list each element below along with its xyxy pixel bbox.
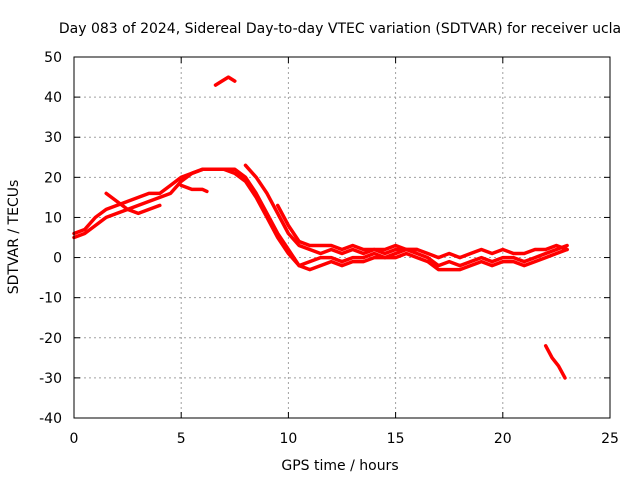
- y-tick-label: -40: [39, 411, 62, 427]
- series-trace-1: [72, 167, 569, 268]
- x-tick-label: 25: [601, 431, 619, 447]
- series-trace-8: [543, 344, 567, 380]
- y-tick-label: 40: [44, 90, 62, 106]
- y-tick-label: 20: [44, 170, 62, 186]
- axis-ticks: [73, 56, 611, 419]
- data-series: [72, 75, 569, 380]
- y-tick-label: -20: [39, 331, 62, 347]
- x-tick-label: 10: [279, 431, 297, 447]
- y-tick-label: 50: [44, 50, 62, 66]
- tick-labels: 0 5 10 15 20 25 -40 -30 -20 -10 0 10 20 30 40 50: [39, 50, 619, 447]
- y-tick-label: -10: [39, 291, 62, 307]
- series-trace-6: [179, 183, 209, 194]
- y-tick-label: 10: [44, 210, 62, 226]
- series-trace-4: [275, 203, 419, 252]
- series-trace-2: [72, 167, 569, 272]
- y-axis-label: SDTVAR / TECUs: [6, 180, 22, 295]
- series-trace-7: [213, 75, 237, 87]
- x-axis-label: GPS time / hours: [281, 458, 398, 474]
- series-trace-3: [243, 163, 569, 260]
- x-tick-label: 5: [177, 431, 186, 447]
- y-tick-label: 30: [44, 130, 62, 146]
- x-tick-label: 0: [70, 431, 79, 447]
- y-tick-label: 0: [53, 251, 62, 267]
- y-tick-label: -30: [39, 371, 62, 387]
- chart-title: Day 083 of 2024, Sidereal Day-to-day VTE…: [59, 21, 621, 37]
- x-tick-label: 20: [494, 431, 512, 447]
- plot-frame: [73, 56, 611, 419]
- grid-lines: [74, 57, 610, 418]
- series-trace-5: [104, 191, 162, 216]
- x-tick-label: 15: [387, 431, 405, 447]
